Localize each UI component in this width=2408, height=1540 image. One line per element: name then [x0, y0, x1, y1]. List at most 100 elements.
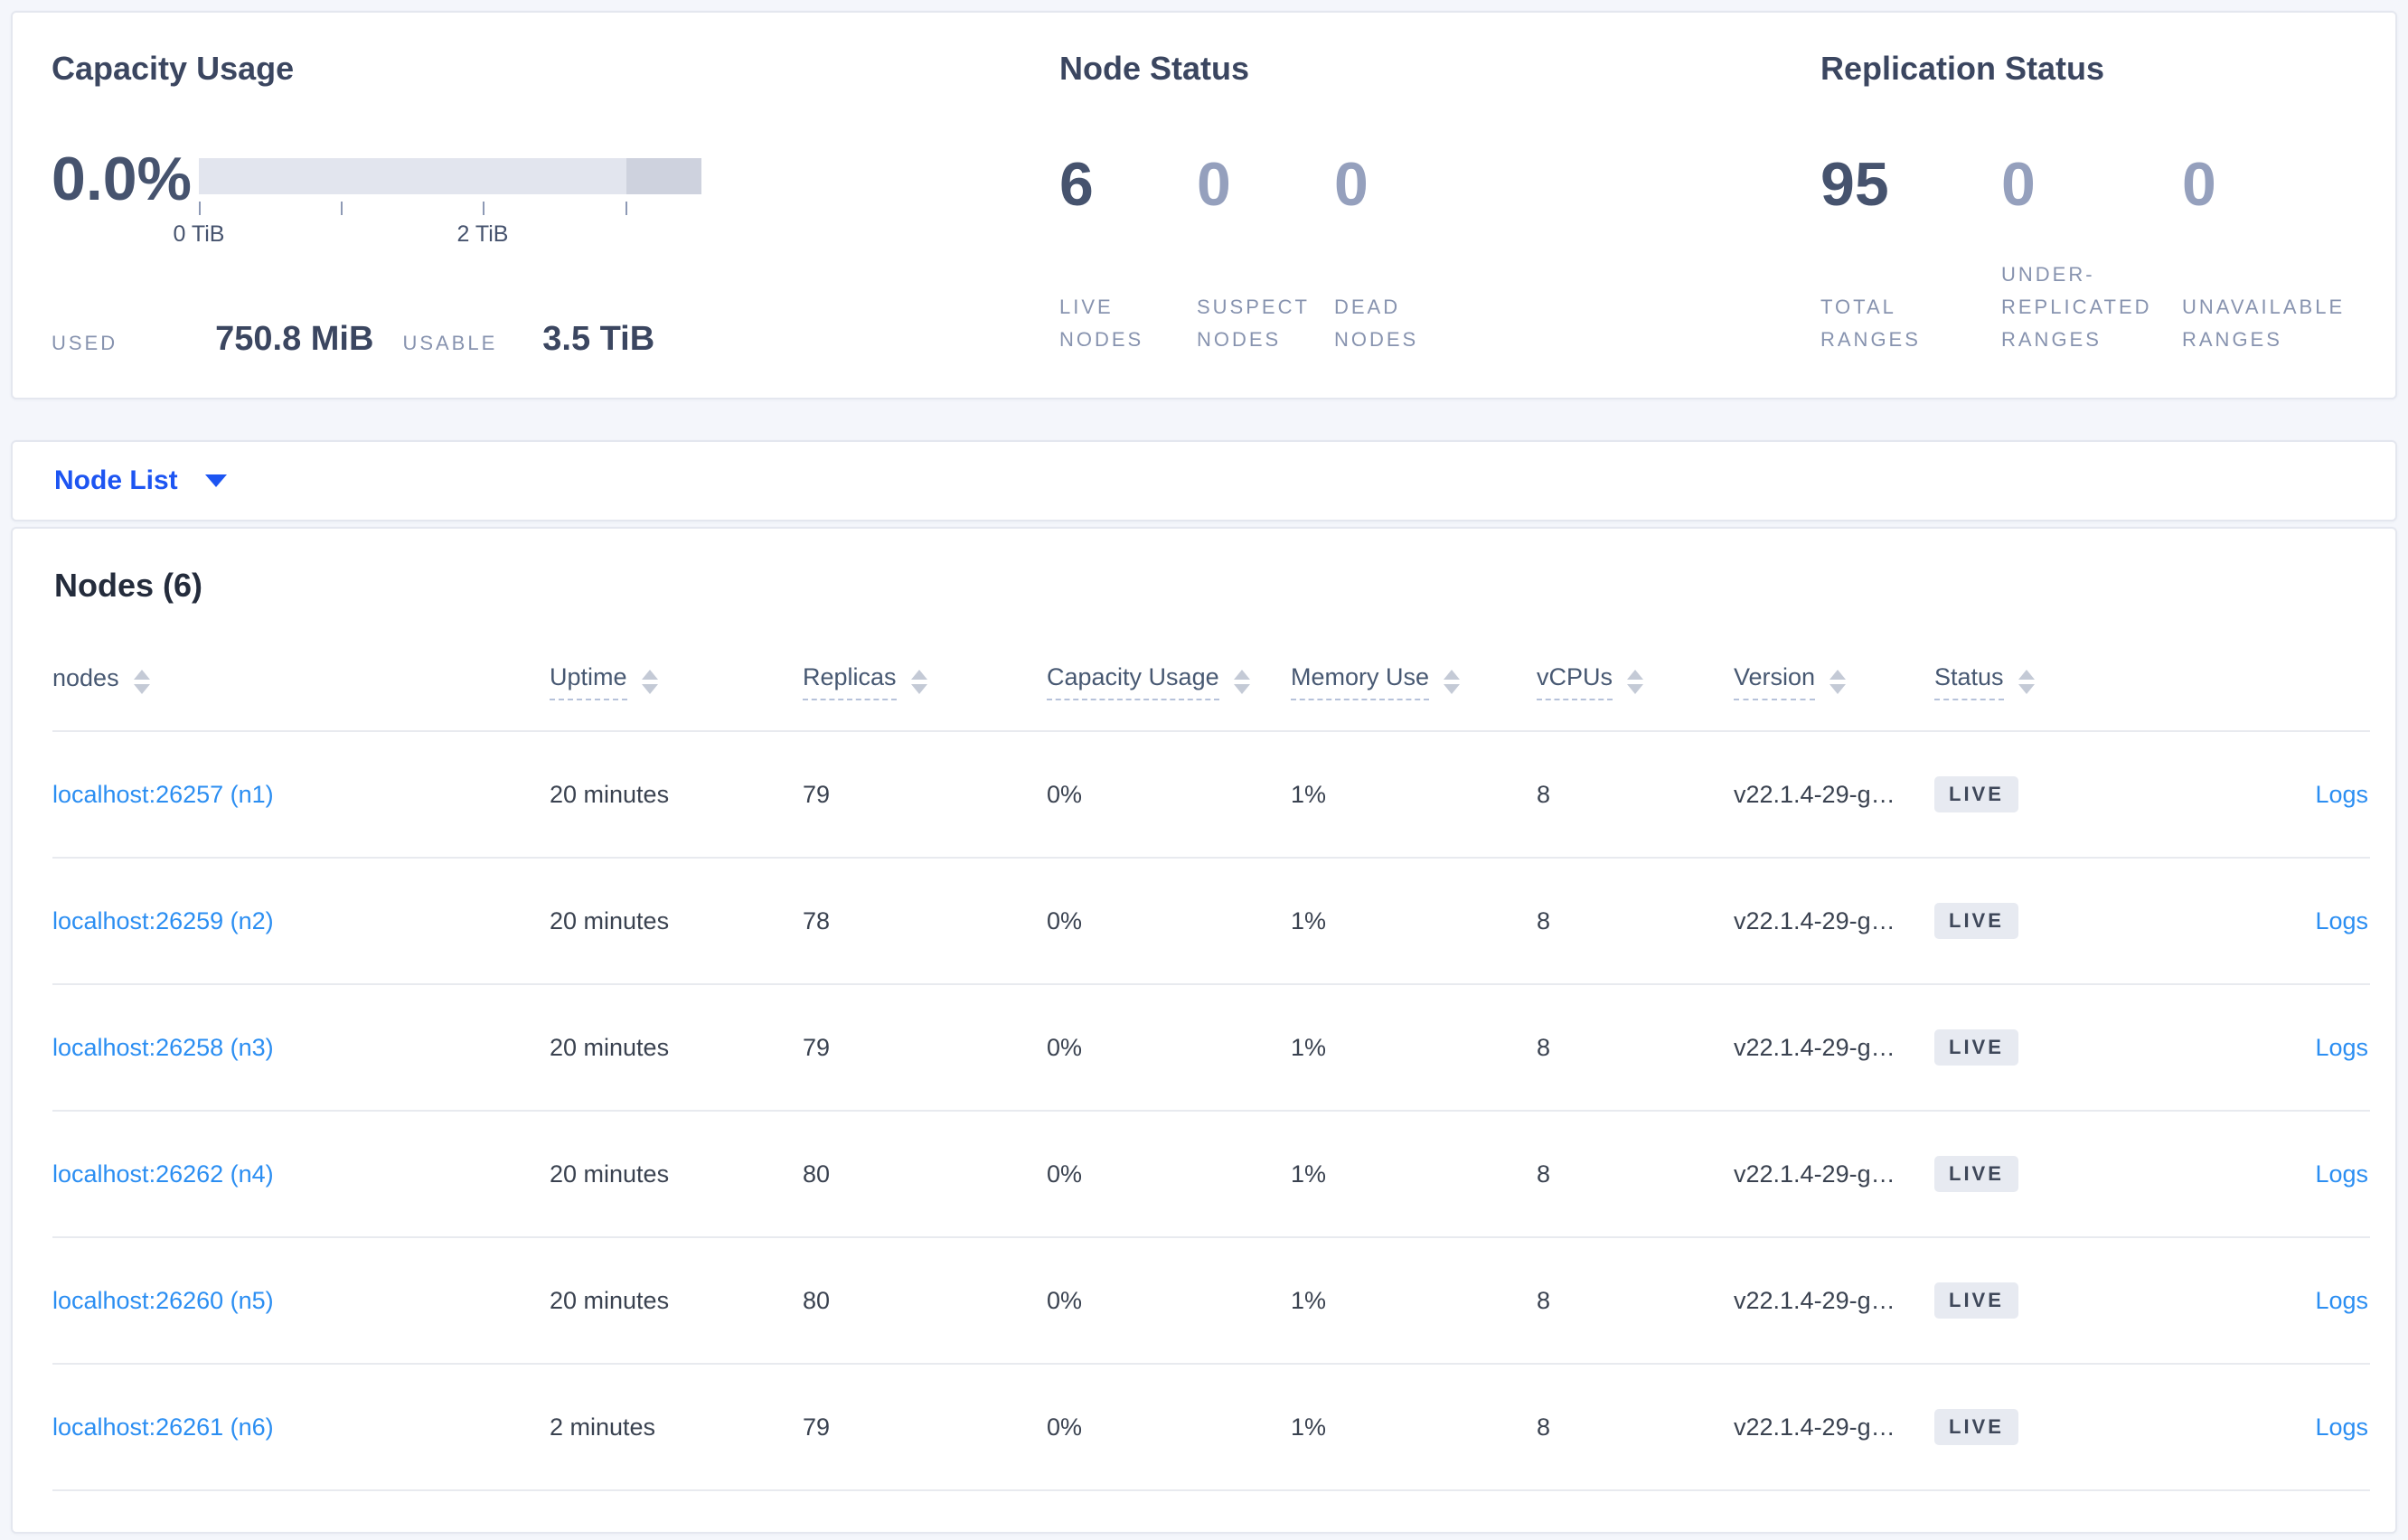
node-status-stats: 6 LIVE NODES 0 SUSPECT NODES 0 DEAD NODE…	[1059, 152, 1472, 356]
live-nodes-stat: 6 LIVE NODES	[1059, 152, 1197, 356]
replicas-cell: 79	[803, 1033, 831, 1061]
node-link[interactable]: localhost:26261 (n6)	[52, 1413, 274, 1441]
column-header-memory-use[interactable]: Memory Use	[1291, 663, 1537, 700]
node-status-section: Node Status 6 LIVE NODES 0 SUSPECT NODES…	[1059, 49, 1472, 356]
logs-link[interactable]: Logs	[2315, 1033, 2368, 1061]
unavailable-ranges-value: 0	[2182, 150, 2216, 219]
table-row: localhost:26260 (n5) 20 minutes 80 0% 1%…	[52, 1238, 2370, 1365]
suspect-nodes-label: SUSPECT NODES	[1197, 296, 1310, 351]
under-replicated-ranges-stat: 0 UNDER-REPLICATED RANGES	[2001, 152, 2182, 356]
sort-icon[interactable]	[1233, 669, 1250, 694]
memory-use-cell: 1%	[1291, 1033, 1327, 1061]
unavailable-ranges-stat: 0 UNAVAILABLE RANGES	[2182, 152, 2363, 356]
node-link[interactable]: localhost:26262 (n4)	[52, 1160, 274, 1188]
status-badge: LIVE	[1934, 776, 2018, 812]
capacity-stats: USED 750.8 MiB USABLE 3.5 TiB	[52, 320, 654, 359]
node-link[interactable]: localhost:26259 (n2)	[52, 906, 274, 934]
table-row: localhost:26258 (n3) 20 minutes 79 0% 1%…	[52, 985, 2370, 1112]
nodes-table-title: Nodes (6)	[54, 567, 203, 604]
chevron-down-icon	[204, 474, 227, 487]
memory-use-cell: 1%	[1291, 1413, 1327, 1441]
axis-tick	[199, 202, 201, 215]
live-nodes-value: 6	[1059, 150, 1094, 219]
logs-link[interactable]: Logs	[2315, 1413, 2368, 1441]
status-badge: LIVE	[1934, 1282, 2018, 1319]
column-header-replicas[interactable]: Replicas	[803, 663, 1047, 700]
capacity-bar-reserved-segment	[626, 158, 701, 194]
under-replicated-ranges-value: 0	[2001, 150, 2036, 219]
table-header-row: nodes Uptime Replicas Capacity Usage Mem…	[52, 633, 2370, 732]
uptime-cell: 20 minutes	[550, 780, 670, 808]
capacity-usage-cell: 0%	[1047, 906, 1083, 934]
version-cell: v22.1.4-29-g…	[1734, 1413, 1895, 1441]
dead-nodes-label: DEAD NODES	[1334, 296, 1419, 351]
column-header-status[interactable]: Status	[1934, 663, 2206, 700]
table-row: localhost:26257 (n1) 20 minutes 79 0% 1%…	[52, 732, 2370, 859]
sort-icon[interactable]	[1830, 669, 1847, 694]
column-header-capacity-usage[interactable]: Capacity Usage	[1047, 663, 1291, 700]
capacity-usage-cell: 0%	[1047, 1413, 1083, 1441]
sort-icon[interactable]	[2018, 669, 2035, 694]
status-badge: LIVE	[1934, 903, 2018, 939]
vcpus-cell: 8	[1537, 1286, 1551, 1314]
used-label: USED	[52, 332, 118, 354]
column-header-vcpus[interactable]: vCPUs	[1537, 663, 1734, 700]
total-ranges-value: 95	[1820, 150, 1889, 219]
logs-link[interactable]: Logs	[2315, 780, 2368, 808]
unavailable-ranges-label: UNAVAILABLE RANGES	[2182, 296, 2346, 351]
replication-status-title: Replication Status	[1820, 50, 2105, 87]
capacity-bar: 0 TiB 2 TiB	[174, 158, 701, 247]
node-link[interactable]: localhost:26257 (n1)	[52, 780, 274, 808]
node-list-dropdown-bar: Node List	[11, 440, 2397, 521]
capacity-usage-cell: 0%	[1047, 780, 1083, 808]
status-badge: LIVE	[1934, 1156, 2018, 1192]
live-nodes-label: LIVE NODES	[1059, 296, 1144, 351]
uptime-cell: 20 minutes	[550, 1286, 670, 1314]
dead-nodes-value: 0	[1334, 150, 1369, 219]
sort-icon[interactable]	[910, 669, 927, 694]
column-header-uptime[interactable]: Uptime	[550, 663, 803, 700]
axis-tick	[626, 202, 627, 215]
node-list-dropdown-label: Node List	[54, 465, 178, 495]
uptime-cell: 20 minutes	[550, 906, 670, 934]
node-link[interactable]: localhost:26260 (n5)	[52, 1286, 274, 1314]
capacity-usage-section: Capacity Usage	[52, 49, 1001, 89]
version-cell: v22.1.4-29-g…	[1734, 1033, 1895, 1061]
sort-icon[interactable]	[133, 669, 150, 694]
total-ranges-stat: 95 TOTAL RANGES	[1820, 152, 2001, 356]
usable-value: 3.5 TiB	[542, 320, 655, 358]
nodes-table: nodes Uptime Replicas Capacity Usage Mem…	[52, 633, 2370, 1491]
capacity-usage-title: Capacity Usage	[52, 50, 295, 87]
logs-link[interactable]: Logs	[2315, 1286, 2368, 1314]
logs-link[interactable]: Logs	[2315, 906, 2368, 934]
sort-icon[interactable]	[1627, 669, 1644, 694]
column-header-nodes[interactable]: nodes	[52, 664, 550, 700]
node-list-dropdown[interactable]: Node List	[54, 465, 227, 496]
logs-link[interactable]: Logs	[2315, 1160, 2368, 1188]
suspect-nodes-stat: 0 SUSPECT NODES	[1197, 152, 1334, 356]
memory-use-cell: 1%	[1291, 1286, 1327, 1314]
cluster-summary-panel: Capacity Usage 0.0% 0 TiB 2 TiB USED 750…	[11, 11, 2397, 399]
version-cell: v22.1.4-29-g…	[1734, 906, 1895, 934]
column-header-version[interactable]: Version	[1734, 663, 1934, 700]
sort-icon[interactable]	[641, 669, 658, 694]
vcpus-cell: 8	[1537, 906, 1551, 934]
vcpus-cell: 8	[1537, 780, 1551, 808]
version-cell: v22.1.4-29-g…	[1734, 1160, 1895, 1188]
uptime-cell: 20 minutes	[550, 1160, 670, 1188]
table-row: localhost:26262 (n4) 20 minutes 80 0% 1%…	[52, 1112, 2370, 1238]
replicas-cell: 79	[803, 1413, 831, 1441]
node-link[interactable]: localhost:26258 (n3)	[52, 1033, 274, 1061]
axis-tick-label: 2 TiB	[456, 221, 509, 247]
suspect-nodes-value: 0	[1197, 150, 1231, 219]
sort-icon[interactable]	[1444, 669, 1461, 694]
usable-label: USABLE	[402, 332, 498, 354]
node-status-title: Node Status	[1059, 50, 1250, 87]
total-ranges-label: TOTAL RANGES	[1820, 296, 1921, 351]
axis-tick	[341, 202, 343, 215]
replication-status-stats: 95 TOTAL RANGES 0 UNDER-REPLICATED RANGE…	[1820, 152, 2363, 356]
version-cell: v22.1.4-29-g…	[1734, 1286, 1895, 1314]
axis-tick-label: 0 TiB	[173, 221, 225, 247]
replicas-cell: 80	[803, 1286, 831, 1314]
replicas-cell: 79	[803, 780, 831, 808]
